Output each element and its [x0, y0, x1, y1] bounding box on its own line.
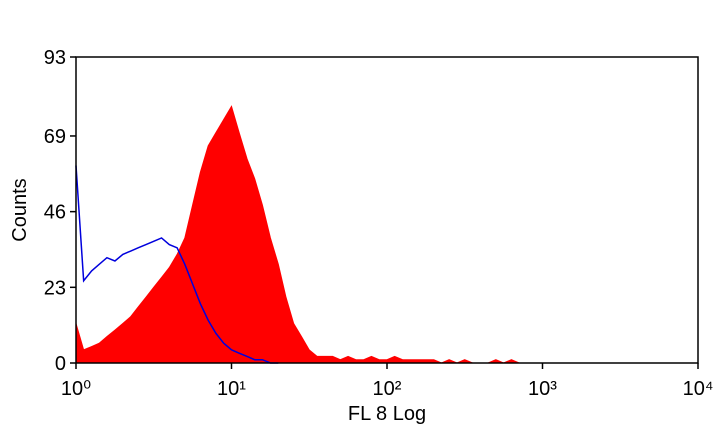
x-tick-label: 10² — [373, 378, 402, 400]
y-tick-label: 69 — [44, 126, 66, 148]
x-tick-label: 10⁰ — [61, 378, 91, 400]
x-tick-label: 10¹ — [217, 378, 246, 400]
y-axis-label: Counts — [9, 178, 31, 241]
x-tick-label: 10³ — [528, 378, 557, 400]
y-tick-label: 46 — [44, 202, 66, 224]
y-tick-label: 93 — [44, 47, 66, 69]
x-axis-label: FL 8 Log — [348, 403, 426, 425]
histogram-area — [75, 105, 543, 364]
y-tick-label: 0 — [55, 353, 66, 375]
histogram-line — [75, 165, 279, 364]
x-tick-label: 10⁴ — [683, 378, 714, 400]
y-tick-label: 23 — [44, 277, 66, 299]
